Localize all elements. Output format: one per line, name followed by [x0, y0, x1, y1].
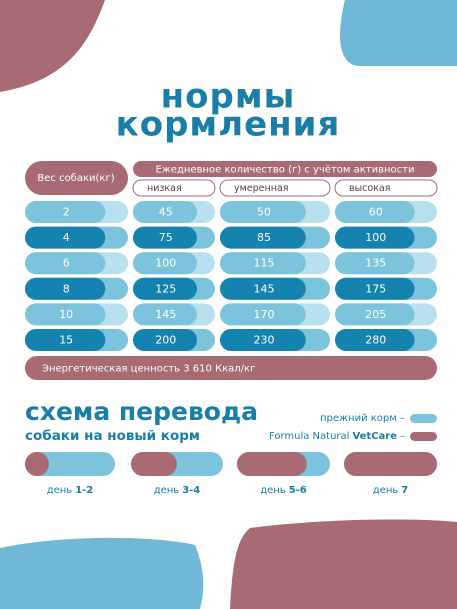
- day-label: день 1-2: [47, 485, 94, 496]
- cell-value: 170: [254, 308, 275, 321]
- cell-value: 100: [365, 231, 386, 244]
- cell-pill: [133, 303, 197, 326]
- cell-value: 280: [365, 334, 386, 347]
- day-word: день: [47, 485, 73, 496]
- cell-pill: [133, 201, 197, 223]
- cell-value: 145: [254, 282, 275, 295]
- energy: Энергетическая ценность 3 610 Ккал/кг: [42, 364, 255, 375]
- day-new: [25, 452, 49, 476]
- cell-pill: [25, 226, 106, 249]
- cell-pill: [220, 329, 306, 351]
- cell-value: 45: [159, 206, 173, 219]
- legend-new: Formula Natural VetCare –: [269, 431, 405, 442]
- legend-text: Formula Natural: [269, 431, 350, 442]
- cell-value: 205: [365, 308, 386, 321]
- decor-bottom-left: [0, 537, 204, 609]
- legend-brand: VetCare: [352, 431, 397, 442]
- legend-old: прежний корм –: [320, 413, 405, 424]
- day-label: день 5-6: [260, 485, 307, 496]
- cell-value: 2: [63, 206, 70, 219]
- cell-pill: [335, 201, 415, 223]
- cell-value: 8: [63, 282, 70, 295]
- cell-pill: [133, 252, 197, 275]
- cell-pill: [335, 303, 415, 326]
- day-word: день: [373, 485, 399, 496]
- transition-subtitle: собаки на новый корм: [25, 428, 200, 444]
- cell-value: 115: [254, 257, 275, 270]
- header-amount: Ежедневное количество (г) с учётом актив…: [155, 165, 414, 176]
- cell-pill: [133, 329, 197, 351]
- legend-dash: –: [400, 431, 405, 442]
- day-label: день 7: [373, 485, 409, 496]
- transition-title: схема перевода: [25, 397, 258, 426]
- cell-pill: [220, 252, 306, 275]
- cell-value: 230: [254, 334, 275, 347]
- cell-pill: [220, 303, 306, 326]
- level-pill: [334, 179, 438, 197]
- cell-value: 75: [159, 231, 173, 244]
- day-number: 1-2: [75, 485, 93, 496]
- level-pill: [132, 179, 216, 197]
- day-new: [344, 452, 437, 476]
- decor-top-left: [0, 0, 105, 92]
- cell-pill: [25, 277, 106, 300]
- header-pill: [25, 161, 128, 195]
- decor-bottom-right: [230, 519, 457, 609]
- level-pill: [219, 179, 331, 197]
- level-label: низкая: [147, 183, 182, 194]
- day-old: [25, 452, 115, 476]
- day-new: [237, 452, 307, 476]
- cell-value: 145: [155, 308, 176, 321]
- cell-pill: [133, 277, 197, 300]
- cell-value: 125: [155, 282, 176, 295]
- legend-swatch: [410, 432, 437, 441]
- cell-pill: [220, 277, 306, 300]
- day-number: 7: [401, 485, 408, 496]
- cell-value: 175: [365, 282, 386, 295]
- cell-value: 85: [257, 231, 271, 244]
- cell-pill: [25, 303, 106, 326]
- cell-pill: [335, 329, 415, 351]
- cell-pill: [25, 329, 106, 351]
- day-number: 5-6: [289, 485, 307, 496]
- level-label: умеренная: [234, 183, 288, 194]
- header-pill: [133, 161, 437, 177]
- cell-value: 10: [59, 308, 73, 321]
- day-label: день 3-4: [154, 485, 201, 496]
- cell-pill: [25, 201, 106, 223]
- cell-value: 6: [63, 257, 70, 270]
- cell-pill: [335, 226, 415, 249]
- cell-pill: [335, 277, 415, 300]
- cell-value: 4: [63, 231, 70, 244]
- cell-pill: [220, 226, 306, 249]
- title-line: кормления: [116, 105, 341, 145]
- cell-pill: [220, 201, 306, 223]
- level-label: высокая: [349, 183, 390, 194]
- footer-pill: [25, 356, 437, 380]
- legend-swatch: [410, 414, 437, 423]
- cell-value: 60: [369, 206, 383, 219]
- header-weight: Вес собаки(кг): [37, 173, 114, 184]
- decor-top-right: [340, 0, 457, 66]
- day-number: 3-4: [182, 485, 200, 496]
- cell-value: 50: [257, 206, 271, 219]
- day-word: день: [260, 485, 286, 496]
- title-line: нормы: [161, 77, 296, 117]
- cell-value: 100: [155, 257, 176, 270]
- day-new: [131, 452, 177, 476]
- cell-pill: [133, 226, 197, 249]
- day-word: день: [154, 485, 180, 496]
- cell-value: 135: [365, 257, 386, 270]
- cell-value: 200: [155, 334, 176, 347]
- cell-pill: [335, 252, 415, 275]
- cell-pill: [25, 252, 106, 275]
- cell-value: 15: [59, 334, 73, 347]
